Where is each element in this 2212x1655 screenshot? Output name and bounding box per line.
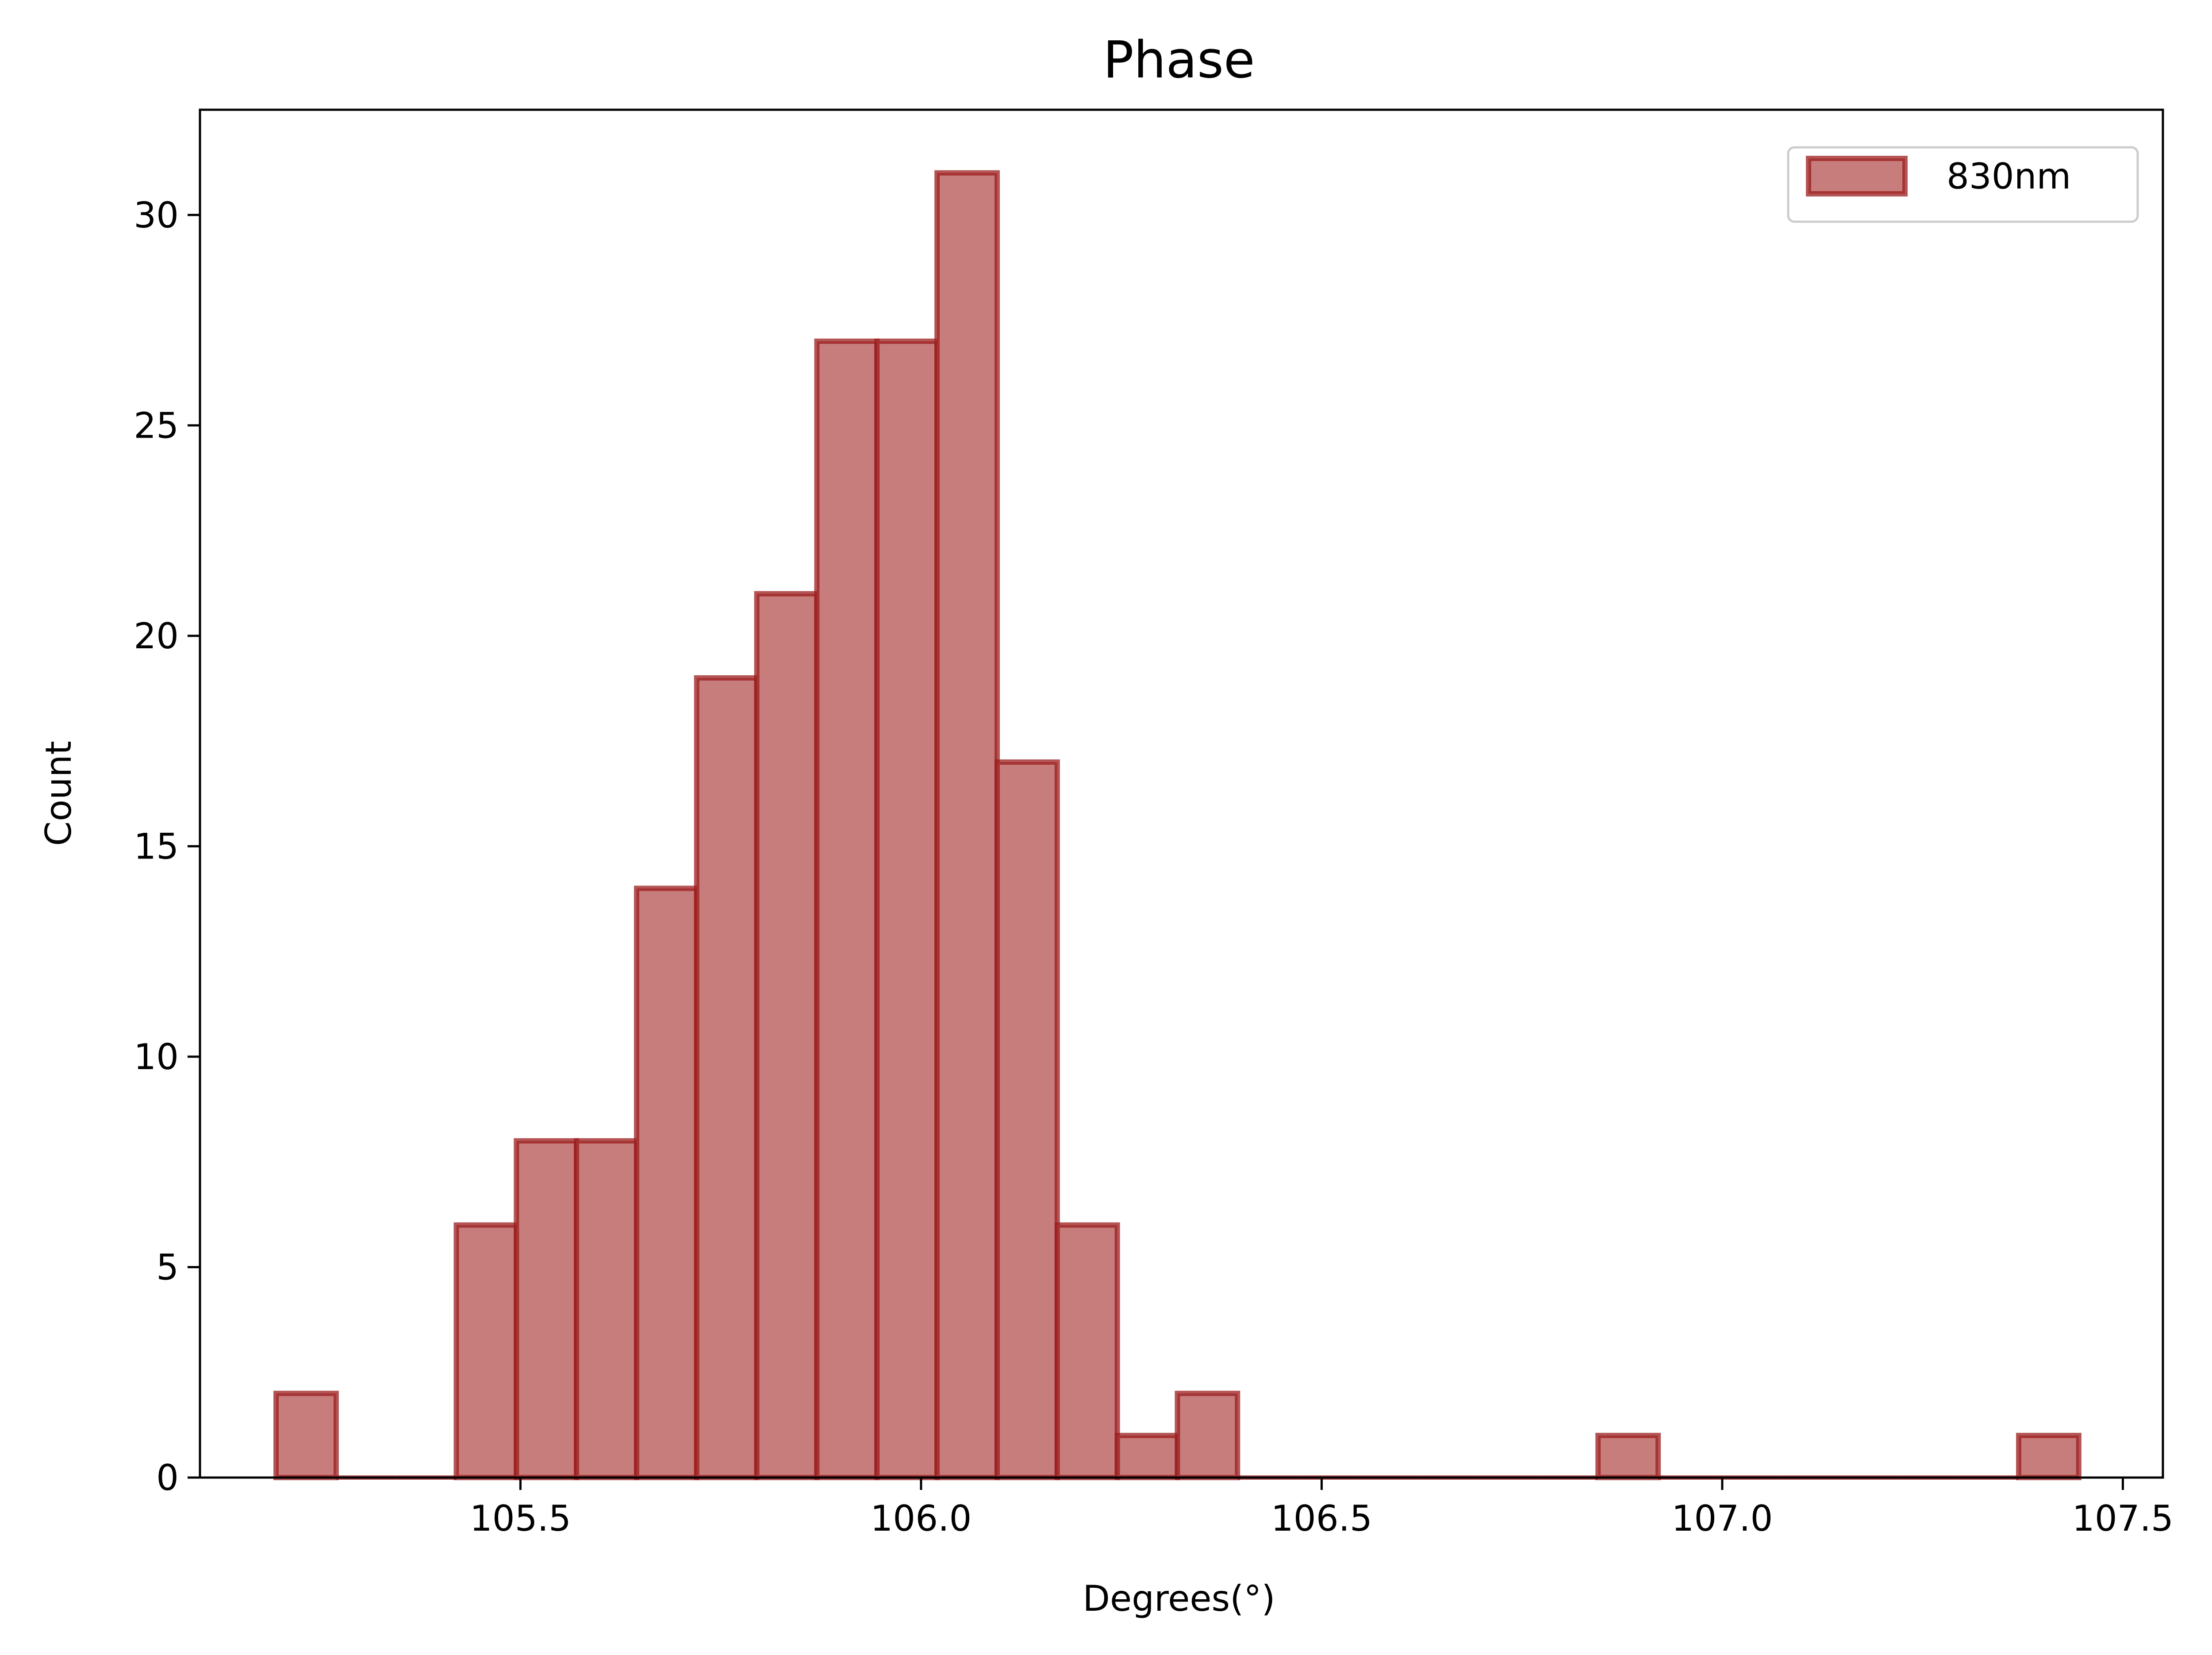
- histogram-bar: [694, 675, 760, 1480]
- histogram-bar: [574, 1138, 640, 1480]
- legend-swatch-830nm: [1806, 156, 1908, 196]
- y-tick-label: 15: [134, 826, 179, 867]
- x-tick-label: 107.5: [2072, 1498, 2174, 1539]
- histogram-bar: [1595, 1432, 1661, 1481]
- y-tick-label: 25: [134, 405, 179, 446]
- y-tick-label: 10: [134, 1036, 179, 1078]
- histogram-bar: [2016, 1432, 2081, 1481]
- legend-label-830nm: 830nm: [1947, 156, 2071, 197]
- histogram-bar: [634, 885, 699, 1480]
- y-tick-label: 0: [156, 1457, 179, 1498]
- y-axis-label: Count: [38, 741, 79, 846]
- x-tick-label: 106.5: [1271, 1498, 1372, 1539]
- x-tick-label: 106.0: [870, 1498, 972, 1539]
- histogram-bar: [754, 591, 820, 1480]
- chart-title: Phase: [1103, 31, 1255, 90]
- x-axis-label: Degrees(°): [1083, 1578, 1275, 1619]
- y-tick-label: 5: [156, 1247, 179, 1288]
- legend: 830nm: [1787, 146, 2139, 223]
- histogram-bar: [1175, 1390, 1240, 1481]
- histogram-bar: [814, 339, 880, 1480]
- y-tick-label: 30: [134, 195, 179, 236]
- histogram-bar: [273, 1390, 339, 1481]
- x-axis-ticks: 105.5 106.0 106.5 107.0 107.5: [470, 1478, 2174, 1539]
- bars-group: [273, 170, 2081, 1481]
- x-tick-label: 105.5: [470, 1498, 571, 1539]
- histogram-bar: [994, 759, 1060, 1480]
- plot-frame: [199, 108, 2164, 1479]
- x-tick-label: 107.0: [1671, 1498, 1773, 1539]
- histogram-bar: [453, 1222, 519, 1480]
- histogram-bar: [514, 1138, 580, 1480]
- histogram-bar: [934, 170, 1000, 1480]
- histogram-bar: [1114, 1432, 1180, 1481]
- histogram-bar: [1054, 1222, 1120, 1480]
- histogram-bar: [874, 339, 940, 1480]
- y-axis-ticks: 0 5 10 15 20 25 30: [134, 195, 200, 1498]
- y-tick-label: 20: [134, 616, 179, 657]
